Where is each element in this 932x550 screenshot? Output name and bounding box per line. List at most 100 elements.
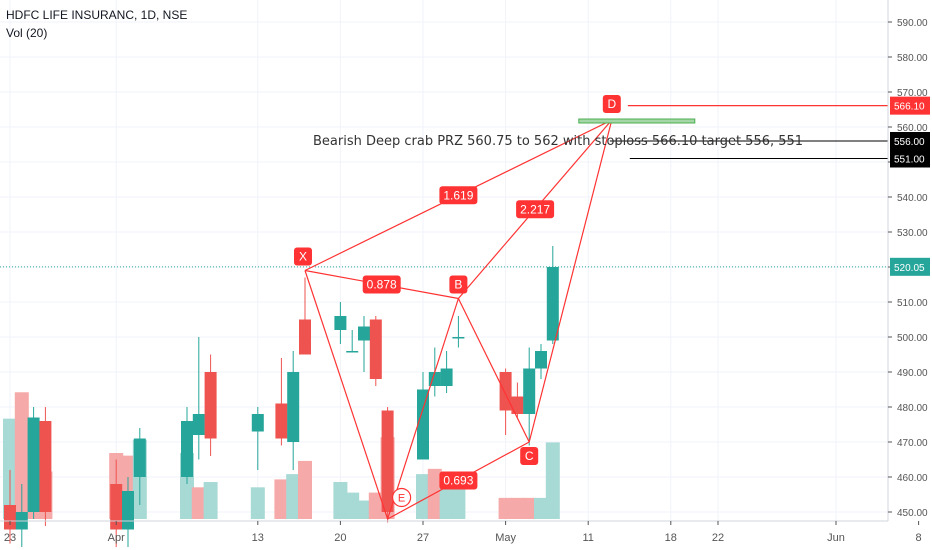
volume-bar [545,442,560,519]
time-tick-label: 22 [712,532,724,544]
candle-body [417,389,429,460]
volume-bar [510,497,525,519]
time-tick-label: 13 [252,532,264,544]
pattern-point-C: C [525,449,534,463]
prz-zone [578,118,696,124]
candle-body [546,267,559,341]
pattern-point-B: B [454,278,462,292]
price-tick-label: 530.00 [897,228,928,239]
candle-body [511,396,524,414]
symbol-title: HDFC LIFE INSURANC, 1D, NSE [6,8,188,22]
time-tick-label: May [495,532,516,544]
ratio-label: 0.693 [443,474,473,488]
candle-body [4,505,16,530]
pattern-annotation: Bearish Deep crab PRZ 560.75 to 562 with… [313,134,803,149]
marker-label: E [398,493,405,505]
pattern-point-X: X [299,250,307,264]
volume-bar [286,474,301,519]
marker-circle [392,487,412,508]
pattern-leg [457,298,530,443]
candle-body [39,421,52,512]
time-tick-label: 11 [582,532,593,544]
pattern-point-D: D [607,97,616,111]
candle-body [204,372,217,439]
time-tick-label: 18 [665,532,677,544]
price-tick-label: 590.00 [897,18,928,29]
price-tick-label: 580.00 [897,53,928,64]
pattern-point-D-bg [602,95,621,113]
volume-bar [333,482,348,519]
volume-bar [522,497,537,519]
price-tick-label: 450.00 [897,508,928,519]
volume-bar [3,418,17,519]
time-tick-label: 27 [417,532,429,544]
candle-body [299,319,311,355]
volume-bar [203,482,218,519]
candle-body [381,410,394,512]
candle-body [346,351,359,353]
last-price-tag-bg [890,257,930,276]
candle-body [358,326,370,341]
volume-bar [498,497,513,519]
price-tick-label: 570.00 [897,88,928,99]
time-tick-label: 8 [916,532,922,544]
price-tick-label: 480.00 [897,403,928,414]
candle-body [181,421,193,477]
ratio-label-bg [439,186,478,205]
candle-body [523,368,536,414]
ratio-label: 1.619 [443,188,473,202]
target-price-tag-bg [890,149,930,168]
price-tick-label: 560.00 [897,123,928,134]
pattern-point-B-bg [449,275,468,294]
candle-body [499,372,512,411]
pattern-leg [304,270,389,520]
target-price-tag: 556.00 [894,137,925,148]
candle-body [133,438,146,477]
pattern-point-C-bg [520,447,539,465]
time-tick-label: 23 [4,532,16,544]
volume-bar [357,500,371,519]
ratio-label-bg [362,275,401,294]
candle-body [334,316,347,330]
target-price-tag: 551.00 [894,155,925,166]
candle-body [251,414,264,432]
stoploss-price-tag-bg [890,96,930,115]
time-tick-label: Jun [827,532,845,544]
candle-body [275,403,288,439]
pattern-leg [387,298,459,520]
candle-body [192,414,205,435]
candle-body [122,491,134,530]
ratio-label: 2.217 [520,202,550,216]
volume-bar [191,487,206,519]
volume-bar [345,492,360,519]
volume-bar [274,479,289,519]
pattern-leg [528,119,613,443]
candle-body [369,319,382,379]
volume-bar [250,487,265,519]
ratio-label: 0.878 [367,278,397,292]
last-price-tag: 520.05 [894,263,925,274]
time-tick-label: Apr [108,532,125,544]
volume-bar [298,460,312,519]
price-tick-label: 540.00 [897,193,928,204]
stoploss-price-tag: 566.10 [894,102,925,113]
volume-bar [534,497,548,519]
volume-indicator-label: Vol (20) [6,26,48,40]
candle-body [27,417,40,512]
volume-bar [14,392,29,519]
pattern-point-X-bg [294,247,312,266]
time-tick-label: 20 [334,532,346,544]
price-tick-label: 510.00 [897,298,928,309]
candle-body [535,351,547,369]
volume-bar [368,492,383,519]
volume-bar [416,474,430,519]
candle-body [452,337,465,339]
candle-body [110,484,123,530]
ratio-label-bg [439,471,478,490]
price-tick-label: 460.00 [897,473,928,484]
candle-body [287,372,300,442]
candle-body [440,368,453,386]
target-price-tag-bg [890,132,930,150]
